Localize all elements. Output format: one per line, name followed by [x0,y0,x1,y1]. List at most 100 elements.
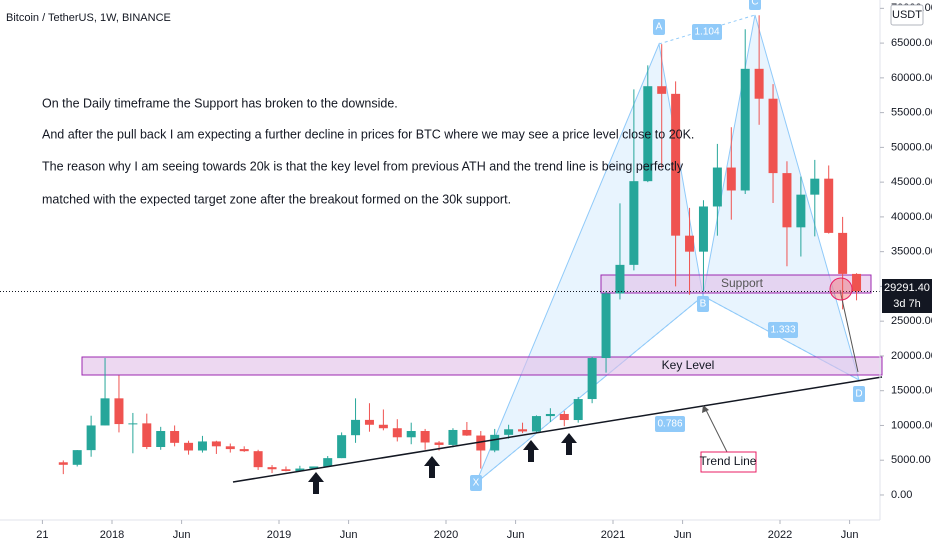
pattern-ratio-box [692,24,722,40]
candle-body [518,429,528,432]
y-tick-label: 45000.00 [891,176,932,188]
candle-body [573,399,583,421]
candle-body [323,458,333,467]
pattern-point-box [470,475,482,491]
candle-body [615,264,625,294]
candle-body [587,358,597,400]
x-tick-label: 2018 [100,529,124,541]
candle-body [267,467,277,470]
up-arrow [523,440,539,462]
trend-line-box [700,451,757,473]
x-tick-label: 2022 [768,529,792,541]
candle-body [545,413,555,417]
candles [58,15,862,475]
candle-body [559,413,569,421]
pattern-point: D [855,389,862,400]
y-tick-label: 10000.00 [891,419,932,431]
candle-body [476,435,486,451]
key-level-label: Key Level [662,358,715,372]
y-tick-label: 50000.00 [891,141,932,153]
candle-body [170,431,180,443]
candle-body [490,434,500,451]
candle-body [114,398,124,425]
candle-body [754,68,764,99]
candle-body [197,441,207,451]
pattern-point-box [749,0,761,10]
candle-body [824,178,834,233]
candle-body [281,469,291,471]
candle-body [810,178,820,195]
candle-body [782,173,792,228]
annotation: On the Daily timeframe the Support has b… [42,96,398,110]
candle-body [100,398,110,426]
candle-body [698,206,708,252]
candle-body [629,181,639,265]
x-tick-label: Jun [507,529,525,541]
candle-body [184,442,194,451]
x-tick-label: Jun [340,529,358,541]
x-tick-label: 2019 [267,529,291,541]
pattern-ratio-box [768,322,798,338]
annotation: The reason why I am seeing towards 20k i… [42,159,684,173]
candle-body [211,441,221,447]
candle-body [378,424,388,429]
currency: USDT [892,9,922,21]
pattern-ratio-box [655,416,685,432]
candle-body [768,98,778,174]
y-tick-label: 20000.00 [891,350,932,362]
projection-arrow [839,289,859,373]
candle-body [351,419,361,436]
x-tick-label: Jun [173,529,191,541]
candle-body [504,429,514,435]
break-circle [829,277,853,301]
pattern-point: X [473,478,480,489]
candle-body [448,429,458,445]
x-tick-label: Jun [841,529,859,541]
candle-body [685,235,695,252]
x-tick-label: 2021 [601,529,625,541]
y-tick-label: 15000.00 [891,385,932,397]
candle-body [657,86,667,94]
trend-line-pointer [704,407,728,453]
candle-body [392,428,402,438]
candle-body [86,425,96,451]
pattern-xb [475,295,704,484]
candle-body [364,419,374,425]
pattern-point-box [853,386,865,402]
candle-body [671,93,681,236]
pattern-point-box [653,19,665,35]
candle-body [156,431,166,448]
last-price-box [882,279,932,313]
pattern-ratio: 1.333 [770,325,795,336]
y-tick-label: 35000.00 [891,246,932,258]
pattern-ratio: 0.786 [657,419,682,430]
arrows [308,433,577,494]
y-tick-label: 40000.00 [891,211,932,223]
axes: 0.00 5000.00 10000.00 15000.00 20000.00 25000… [36,2,932,541]
trend-line-label: Trend Line [700,454,757,468]
candle-body [726,167,736,191]
candle-body [295,468,305,471]
countdown: 3d 7h [893,298,921,310]
annotation: And after the pull back I am expecting a… [42,127,694,141]
candle-body [72,450,82,465]
last-price: 29291.40 [884,282,930,294]
candle-body [531,416,541,432]
candle-body [796,194,806,228]
currency-box [890,4,924,26]
candle-body [643,86,653,182]
up-arrow [424,456,440,478]
candle-body [239,449,249,452]
pointer-head [702,405,709,413]
pattern-point: A [656,22,663,33]
y-tick-label: 0.00 [891,489,912,501]
candle-body [838,232,848,274]
pattern-point-box [697,296,709,312]
x-tick-label: 21 [36,529,48,541]
candle-body [852,273,862,292]
x-tick-label: 2020 [434,529,458,541]
x-tick-label: Jun [674,529,692,541]
support-label: Support [721,276,764,290]
candle-body [601,293,611,359]
candle-body [712,167,722,207]
